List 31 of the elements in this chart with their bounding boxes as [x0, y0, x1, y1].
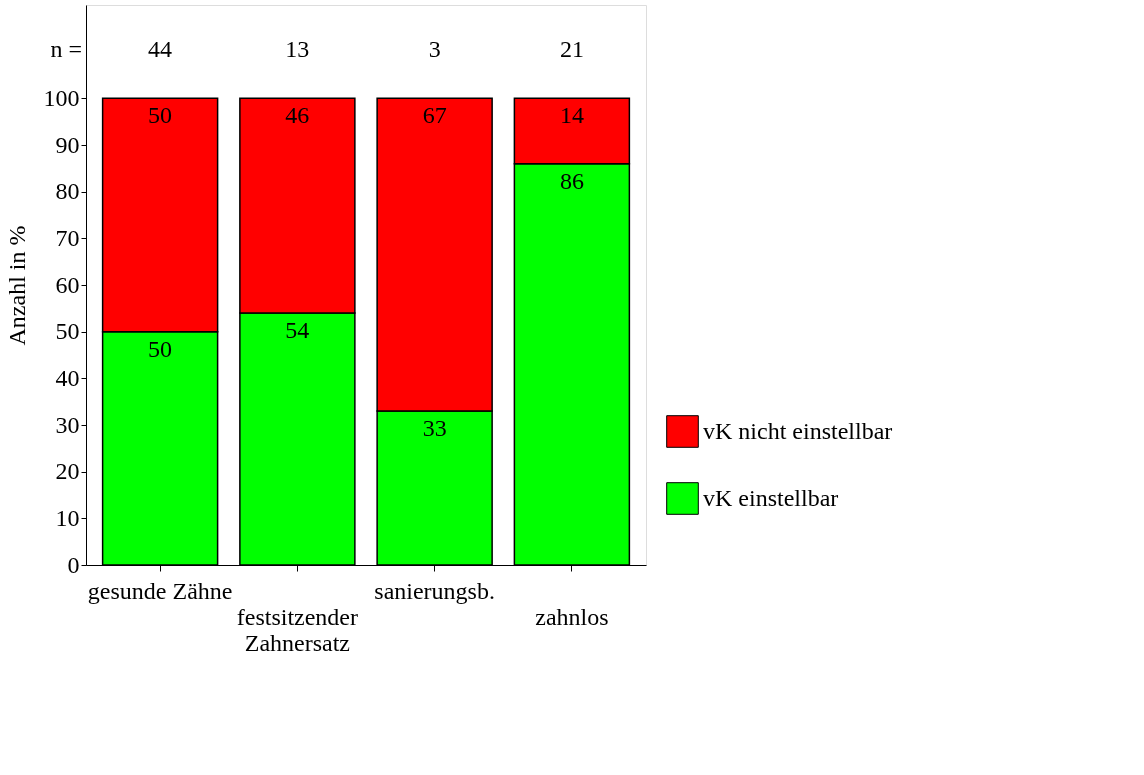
- legend-label: vK nicht einstellbar: [703, 417, 893, 444]
- data-label: 86: [559, 167, 584, 194]
- annotation: 3: [428, 36, 441, 62]
- data-label: 67: [422, 102, 447, 129]
- annotation: 44: [148, 36, 173, 62]
- annotation: 21: [559, 36, 584, 62]
- y-tick-label: 60: [55, 271, 80, 298]
- y-tick-label: 20: [55, 458, 80, 485]
- data-label: 14: [559, 102, 584, 129]
- y-tick-label: 0: [67, 551, 80, 578]
- y-tick-label: 80: [55, 178, 80, 205]
- y-tick-label: 50: [55, 318, 80, 345]
- data-label: 33: [422, 415, 447, 441]
- y-tick-label: 90: [55, 131, 80, 158]
- x-tick-label: festsitzender Zahnersatz: [236, 603, 359, 656]
- y-axis-title: Anzahl in %: [3, 225, 30, 346]
- x-tick-label: zahnlos: [535, 603, 609, 630]
- y-tick-label: 10: [55, 504, 80, 531]
- annotation: 13: [285, 36, 310, 62]
- y-tick-label: 70: [55, 224, 80, 251]
- data-label: 50: [148, 335, 173, 362]
- x-tick-label: gesunde Zähne: [87, 577, 233, 604]
- legend-label: vK einstellbar: [703, 484, 839, 511]
- data-label: 54: [285, 317, 310, 343]
- y-tick-label: 40: [55, 364, 80, 391]
- x-tick-label: sanierungsb.: [374, 577, 495, 604]
- y-tick-label: 100: [43, 84, 80, 111]
- text: n =: [50, 36, 82, 62]
- data-label: 46: [285, 102, 310, 129]
- data-label: 50: [148, 102, 173, 129]
- y-tick-label: 30: [55, 411, 80, 438]
